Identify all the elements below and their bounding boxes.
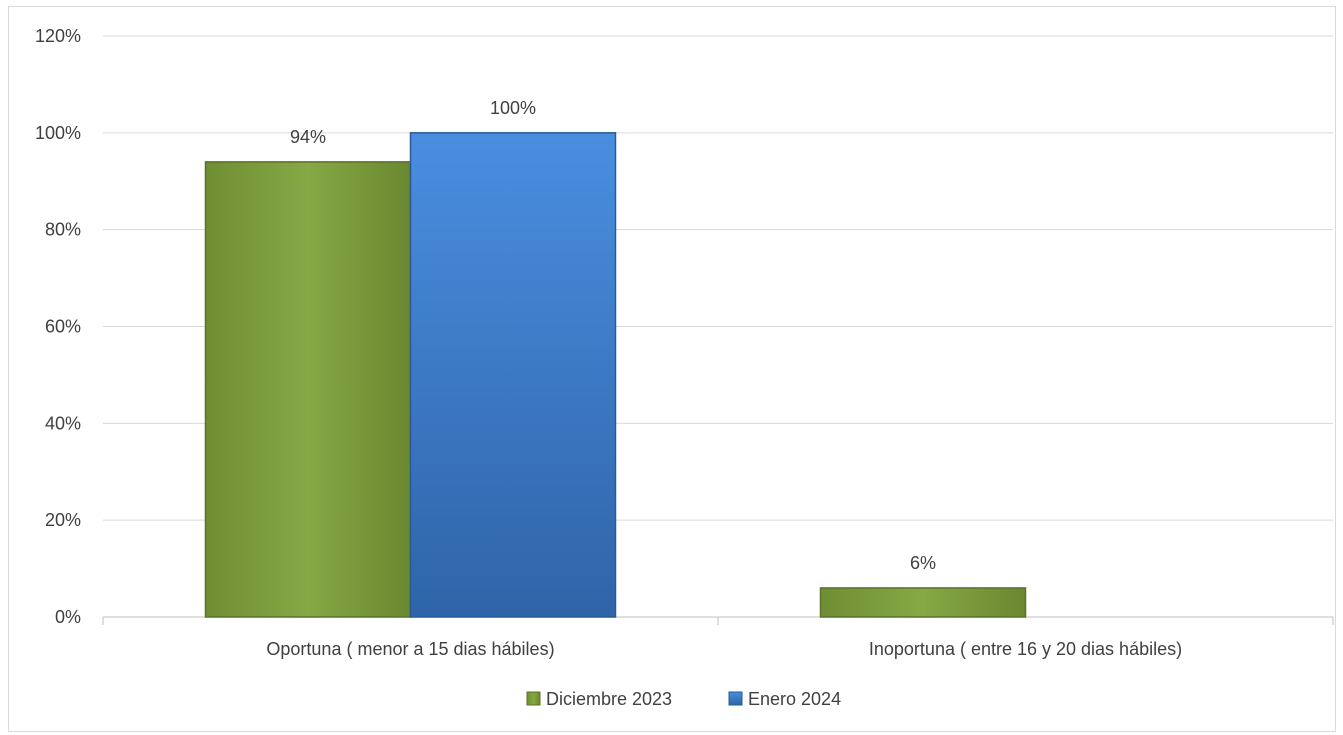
legend: Diciembre 2023 Enero 2024: [526, 689, 841, 709]
category-label: Inoportuna ( entre 16 y 20 dias hábiles): [869, 639, 1182, 659]
data-label: 94%: [290, 127, 326, 147]
y-tick-label: 100%: [35, 123, 81, 143]
bar-diciembre-2023: [204, 161, 412, 618]
y-tick-label: 120%: [35, 26, 81, 46]
data-label: 100%: [490, 98, 536, 118]
y-tick-label: 0%: [55, 607, 81, 627]
bars: [204, 132, 1027, 618]
chart-frame: [8, 6, 1336, 732]
x-axis: Oportuna ( menor a 15 dias hábiles) Inopo…: [266, 639, 1182, 659]
data-label: 6%: [910, 553, 936, 573]
legend-label: Diciembre 2023: [546, 689, 672, 709]
y-tick-label: 40%: [45, 413, 81, 433]
y-tick-label: 80%: [45, 220, 81, 240]
y-axis: 0% 20% 40% 60% 80% 100% 120%: [35, 26, 81, 627]
legend-swatch: [526, 691, 541, 706]
category-label: Oportuna ( menor a 15 dias hábiles): [266, 639, 554, 659]
legend-label: Enero 2024: [748, 689, 841, 709]
data-labels: 94% 100% 6%: [290, 98, 936, 573]
y-tick-label: 20%: [45, 510, 81, 530]
bar-enero-2024: [409, 132, 617, 618]
legend-swatch: [728, 691, 743, 706]
y-tick-label: 60%: [45, 317, 81, 337]
bar-diciembre-2023: [819, 587, 1027, 618]
